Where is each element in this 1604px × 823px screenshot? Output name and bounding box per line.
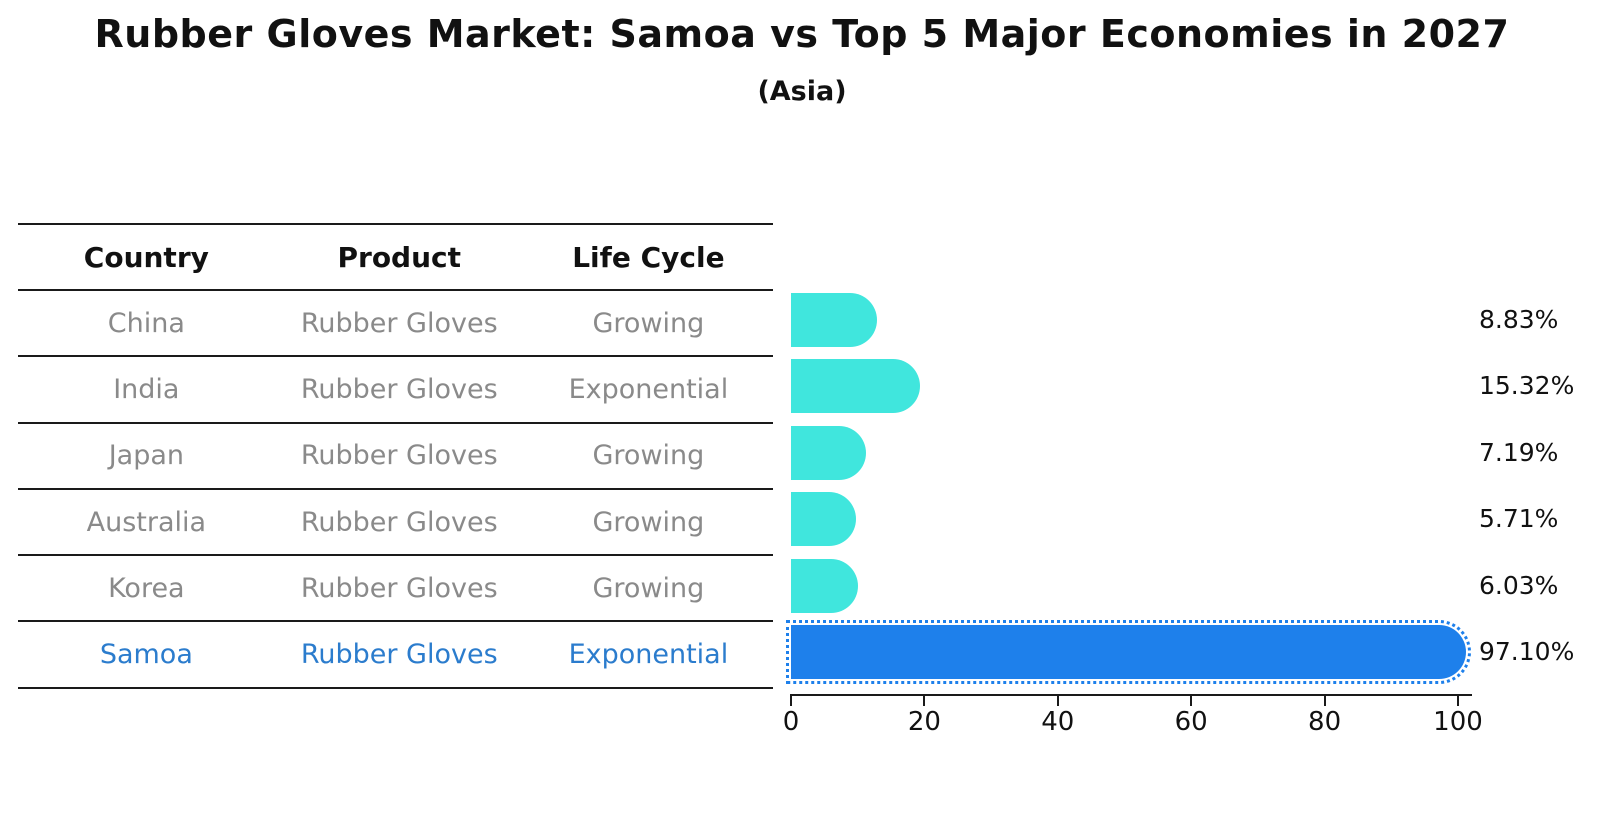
header-product: Product [337, 240, 462, 274]
cell-country: India [113, 373, 180, 405]
cell-country: Samoa [99, 639, 193, 671]
value-label-china: 8.83% [1479, 305, 1559, 334]
cell-product: Rubber Gloves [300, 639, 498, 671]
x-tick-label-40: 40 [1041, 707, 1075, 737]
bar-australia [791, 492, 857, 547]
table-row-samoa: Samoa Rubber Gloves Exponential [18, 622, 773, 689]
cell-life-cycle: Growing [592, 506, 705, 538]
cell-country: China [107, 307, 185, 339]
cell-life-cycle: Growing [592, 440, 705, 472]
comparison-table: Country Product Life Cycle China Rubber G… [18, 223, 773, 689]
x-tick-mark-100 [1457, 694, 1459, 706]
table-row-australia: Australia Rubber Gloves Growing [18, 490, 773, 557]
cell-country: Korea [108, 572, 185, 604]
chart-subtitle: (Asia) [757, 76, 847, 107]
x-tick-mark-60 [1190, 694, 1193, 706]
cell-product: Rubber Gloves [300, 506, 498, 538]
cell-country: Japan [108, 440, 184, 472]
table-row-korea: Korea Rubber Gloves Growing [18, 556, 773, 623]
cell-life-cycle: Growing [592, 307, 705, 339]
cell-product: Rubber Gloves [300, 572, 498, 604]
cell-life-cycle: Growing [592, 572, 705, 604]
x-tick-mark-40 [1056, 694, 1059, 706]
value-label-india: 15.32% [1479, 371, 1575, 401]
table-body: China Rubber Gloves Growing India Rubber Glo… [18, 291, 773, 689]
cell-product: Rubber Gloves [300, 373, 498, 405]
x-tick-mark-20 [923, 694, 926, 706]
value-label-samoa: 97.10% [1479, 637, 1575, 666]
bar-japan [791, 425, 866, 480]
x-tick-mark-0 [790, 694, 792, 706]
value-label-australia: 5.71% [1479, 504, 1559, 534]
bar-china [791, 293, 877, 347]
header-life-cycle: Life Cycle [572, 240, 725, 274]
value-label-korea: 6.03% [1479, 570, 1559, 600]
bar-india [791, 359, 921, 414]
bar-korea [791, 558, 859, 613]
x-axis-line [791, 694, 1472, 696]
x-tick-label-80: 80 [1308, 707, 1342, 737]
table-row-china: China Rubber Gloves Growing [18, 291, 773, 358]
cell-life-cycle: Exponential [568, 639, 729, 671]
chart-title: Rubber Gloves Market: Samoa vs Top 5 Maj… [94, 12, 1510, 56]
table-header-row: Country Product Life Cycle [18, 225, 773, 291]
x-tick-mark-80 [1323, 694, 1326, 706]
bar-samoa [786, 620, 1471, 684]
value-label-japan: 7.19% [1479, 437, 1559, 467]
x-tick-label-60: 60 [1174, 707, 1208, 737]
cell-life-cycle: Exponential [568, 373, 729, 405]
cell-product: Rubber Gloves [300, 307, 498, 339]
x-tick-label-100: 100 [1433, 707, 1483, 737]
x-tick-label-20: 20 [907, 707, 941, 737]
x-tick-label-0: 0 [782, 707, 800, 737]
cell-country: Australia [86, 506, 207, 538]
cell-product: Rubber Gloves [300, 440, 498, 472]
table-row-india: India Rubber Gloves Exponential [18, 357, 773, 424]
table-row-japan: Japan Rubber Gloves Growing [18, 424, 773, 490]
header-country: Country [83, 240, 209, 274]
